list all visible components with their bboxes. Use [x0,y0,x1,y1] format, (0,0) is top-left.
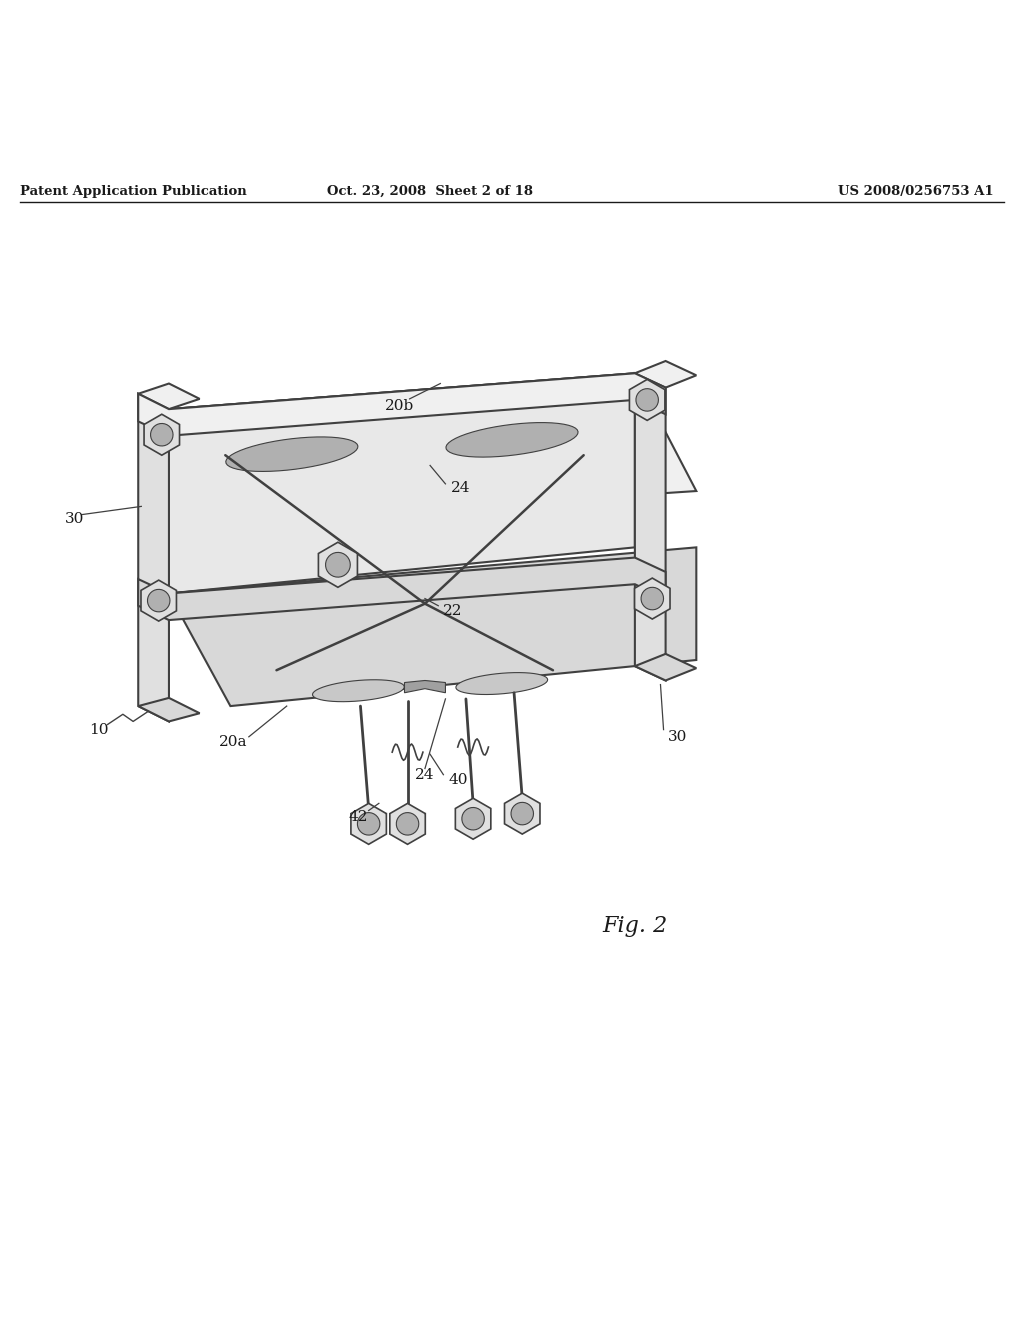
Text: US 2008/0256753 A1: US 2008/0256753 A1 [838,185,993,198]
Polygon shape [318,543,357,587]
Polygon shape [635,360,696,388]
Polygon shape [396,813,419,836]
Text: 40: 40 [449,772,468,787]
Polygon shape [445,422,579,457]
Polygon shape [505,793,540,834]
Text: Fig. 2: Fig. 2 [602,915,668,937]
Polygon shape [312,680,404,702]
Polygon shape [635,578,670,619]
Text: 20b: 20b [385,399,414,413]
Text: Patent Application Publication: Patent Application Publication [20,185,247,198]
Text: 24: 24 [415,768,435,781]
Polygon shape [390,804,425,845]
Polygon shape [357,813,380,836]
Polygon shape [138,374,666,436]
Polygon shape [144,414,179,455]
Polygon shape [138,384,200,409]
Text: 30: 30 [668,730,687,743]
Polygon shape [630,379,665,420]
Polygon shape [326,552,350,577]
Text: 10: 10 [89,722,110,737]
Polygon shape [511,803,534,825]
Polygon shape [169,374,696,521]
Polygon shape [138,698,200,722]
Text: 24: 24 [451,480,470,495]
Polygon shape [456,673,548,694]
Text: Oct. 23, 2008  Sheet 2 of 18: Oct. 23, 2008 Sheet 2 of 18 [327,185,534,198]
Polygon shape [636,388,658,411]
Text: 22: 22 [443,603,463,618]
Polygon shape [147,589,170,612]
Polygon shape [641,587,664,610]
Polygon shape [456,799,490,840]
Text: 30: 30 [66,512,84,525]
Polygon shape [351,804,386,845]
Polygon shape [169,548,696,706]
Polygon shape [151,424,173,446]
Polygon shape [404,681,445,693]
Polygon shape [141,579,176,622]
Polygon shape [462,808,484,830]
Text: 42: 42 [348,809,369,824]
Polygon shape [169,374,635,594]
Polygon shape [635,374,666,681]
Polygon shape [635,653,696,681]
Polygon shape [138,393,169,722]
Text: 20a: 20a [219,735,248,748]
Polygon shape [138,557,666,620]
Polygon shape [225,437,358,471]
